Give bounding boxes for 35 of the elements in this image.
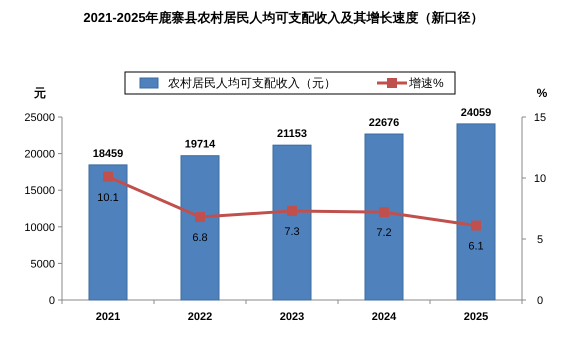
point (103, 172, 113, 182)
point (287, 206, 297, 216)
x-tick-label: 2023 (280, 311, 304, 323)
data-label: 7.2 (376, 227, 392, 240)
x-tick-label: 2021 (96, 311, 120, 323)
point (471, 220, 481, 231)
x-tick-label: 2022 (188, 311, 212, 323)
y-tick-label: 0 (48, 295, 55, 307)
data-label: 6.1 (468, 240, 484, 253)
y2-tick-label: 10 (534, 173, 546, 185)
ylabel: 元 (34, 86, 46, 100)
data-label: 21153 (277, 128, 307, 140)
y2-tick-label: 15 (534, 112, 546, 124)
y-tick-label: 25000 (24, 112, 55, 124)
y2label: % (536, 86, 548, 100)
y2-tick-label: 0 (536, 295, 544, 307)
x-tick-label: 2024 (372, 311, 398, 323)
point (379, 207, 389, 218)
data-label: 18459 (92, 148, 124, 160)
legend-label: 农村居民人均可支配收入（元） (168, 76, 336, 90)
data-label: 6.8 (192, 232, 208, 244)
data-label: 19714 (184, 138, 216, 151)
title: 2021-2025年鹿寨县农村居民人均可支配收入及其增长速度（新口径） (83, 10, 484, 25)
y-tick-label: 5000 (30, 258, 55, 270)
y2-tick-label: 5 (536, 234, 544, 246)
y-tick-label: 15000 (24, 185, 55, 198)
data-label: 7.3 (284, 226, 300, 238)
point (195, 212, 205, 222)
y-tick-label: 10000 (24, 222, 55, 234)
data-label: 24059 (460, 106, 492, 119)
y-tick-label: 20000 (24, 148, 55, 161)
data-label: 22676 (368, 117, 400, 130)
data-label: 10.1 (97, 192, 119, 204)
x-tick-label: 2025 (464, 311, 488, 323)
legend-label: 增速% (408, 76, 444, 90)
